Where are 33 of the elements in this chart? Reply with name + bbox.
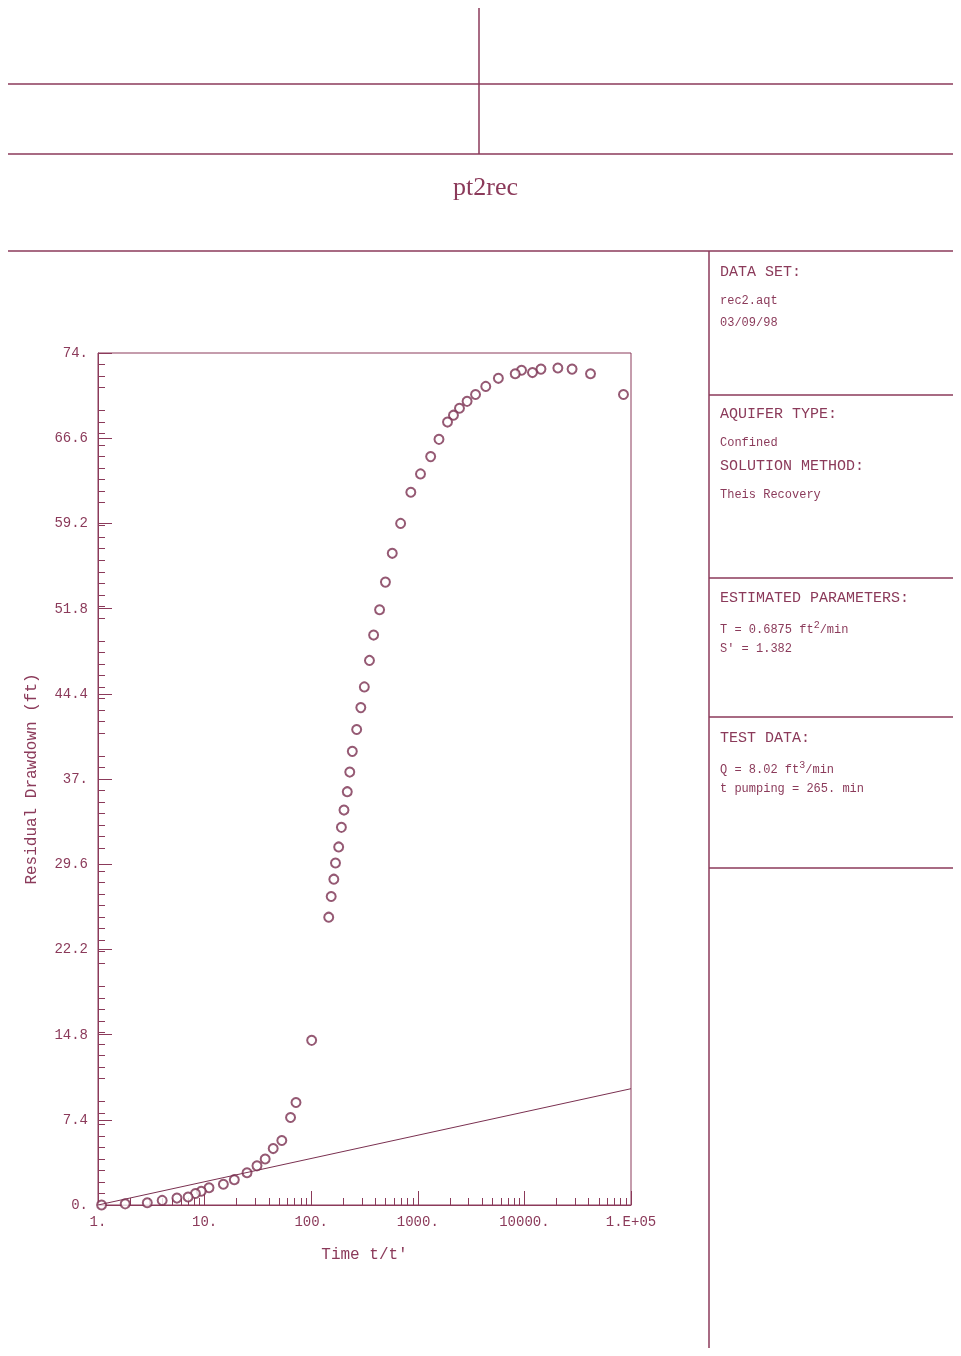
y-tick-label: 22.2 xyxy=(54,941,88,958)
text: Q = 8.02 ft$^{3}$/min xyxy=(720,760,835,777)
text: ESTIMATED PARAMETERS: xyxy=(720,590,910,607)
x-tick-label: 1000. xyxy=(396,1214,439,1230)
y-tick-label: 14.8 xyxy=(54,1026,88,1043)
y-tick-label: 37. xyxy=(62,771,88,787)
text: t pumping = 265. min xyxy=(720,782,865,796)
y-tick-label: 66.6 xyxy=(54,430,88,447)
text: Confined xyxy=(720,436,778,450)
x-axis-title: Time t/t' xyxy=(321,1246,408,1264)
y-tick-label: 74. xyxy=(62,345,88,361)
x-tick-label: 10. xyxy=(191,1214,218,1230)
text: AQUIFER TYPE: xyxy=(720,406,838,423)
x-tick-label: 1.E+05 xyxy=(605,1214,657,1230)
y-tick-label: 59.2 xyxy=(54,515,88,532)
y-tick-label: 51.8 xyxy=(54,600,88,617)
x-tick-label: 100. xyxy=(294,1214,328,1230)
text: Theis Recovery xyxy=(720,488,821,502)
text: 03/09/98 xyxy=(720,316,778,330)
text: rec2.aqt xyxy=(720,294,778,308)
text: T = 0.6875 ft$^{2}$/min xyxy=(720,620,849,637)
y-axis-title: Residual Drawdown (ft) xyxy=(23,673,41,885)
x-tick-label: 10000. xyxy=(499,1214,550,1230)
text: S' = 1.382 xyxy=(720,642,793,656)
y-tick-label: 44.4 xyxy=(54,685,88,702)
text: TEST DATA: xyxy=(720,730,811,747)
x-tick-label: 1. xyxy=(89,1214,107,1230)
text: SOLUTION METHOD: xyxy=(720,458,865,475)
y-tick-label: 0. xyxy=(71,1197,88,1213)
y-tick-label: 7.4 xyxy=(62,1111,88,1128)
text: DATA SET: xyxy=(720,264,802,281)
y-tick-label: 29.6 xyxy=(54,856,88,873)
chart-title: pt2rec xyxy=(453,171,518,201)
